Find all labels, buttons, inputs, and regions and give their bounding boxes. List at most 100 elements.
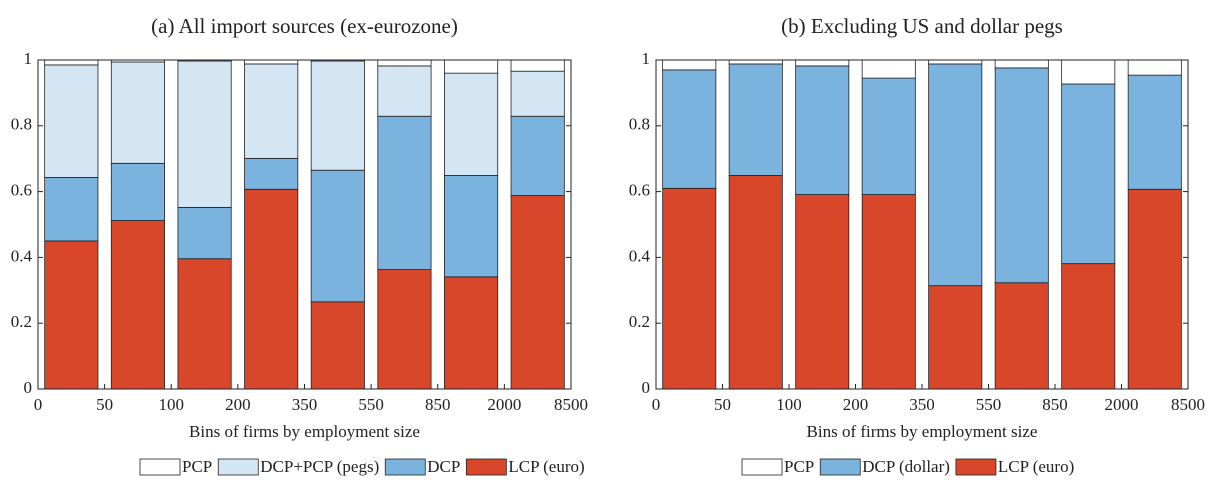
legend-swatch [465, 458, 507, 476]
x-tick-label: 2000 [487, 395, 521, 414]
bar-segment [444, 59, 499, 74]
bar-segment [377, 269, 432, 390]
x-tick-label: 8500 [554, 395, 588, 414]
bar-segment [44, 64, 99, 178]
legend-swatch [139, 458, 181, 476]
bar-segment [444, 175, 499, 278]
bar-segment [177, 206, 232, 260]
legend-label: PCP [182, 457, 212, 476]
legend-swatch [955, 458, 997, 476]
bar-segment [44, 59, 99, 66]
bar-segment [310, 301, 365, 390]
y-tick-label: 1 [24, 49, 33, 68]
bar-segment [728, 63, 783, 176]
bar-segment [44, 177, 99, 242]
bar-segment [1061, 59, 1116, 85]
bar-segment [444, 276, 499, 390]
bar-segment [1127, 188, 1182, 390]
bar-segment [1127, 74, 1182, 190]
x-tick-label: 550 [358, 395, 384, 414]
bar-segment [377, 59, 432, 67]
x-tick-label: 2000 [1105, 395, 1139, 414]
bar-segment [244, 188, 299, 390]
bar-segment [795, 194, 850, 390]
legend-swatch [741, 458, 783, 476]
x-tick-label: 850 [425, 395, 451, 414]
bar-segment [728, 175, 783, 390]
bar-segment [861, 59, 916, 79]
x-tick-label: 550 [976, 395, 1002, 414]
bar-segment [110, 162, 165, 221]
legend-swatch [217, 458, 259, 476]
x-tick-label: 200 [843, 395, 869, 414]
bar-segment [510, 115, 565, 196]
legend-label: LCP (euro) [998, 457, 1074, 476]
y-tick-label: 0.8 [11, 115, 32, 134]
bar-segment [377, 115, 432, 270]
chart-title: (b) Excluding US and dollar pegs [781, 14, 1063, 38]
legend-label: DCP+PCP (pegs) [260, 457, 379, 476]
y-tick-label: 0.6 [629, 181, 650, 200]
bar-segment [510, 195, 565, 390]
bar-segment [795, 59, 850, 67]
legend-swatch [819, 458, 861, 476]
legend-label: DCP [427, 457, 460, 476]
bar-segment [444, 72, 499, 176]
x-tick-label: 850 [1042, 395, 1068, 414]
bar-segment [861, 77, 916, 195]
x-tick-label: 0 [652, 395, 661, 414]
x-axis-label: Bins of firms by employment size [189, 422, 420, 441]
bar-segment [1061, 263, 1116, 390]
y-tick-label: 0.2 [11, 312, 32, 331]
bar-segment [377, 65, 432, 117]
bar-segment [1127, 59, 1182, 76]
bar-segment [177, 258, 232, 390]
legend-swatch [384, 458, 426, 476]
x-tick-label: 50 [96, 395, 113, 414]
bar-segment [861, 194, 916, 390]
y-tick-label: 0.8 [629, 115, 650, 134]
x-tick-label: 8500 [1171, 395, 1205, 414]
x-tick-label: 350 [909, 395, 935, 414]
x-tick-label: 0 [34, 395, 43, 414]
y-tick-label: 0.2 [629, 312, 650, 331]
bar-segment [177, 60, 232, 208]
bar-segment [928, 285, 983, 390]
x-tick-label: 350 [292, 395, 318, 414]
bar-segment [244, 59, 299, 65]
x-tick-label: 200 [225, 395, 251, 414]
bar-segment [510, 70, 565, 117]
bar-segment [662, 187, 717, 390]
bar-segment [994, 282, 1049, 390]
y-tick-label: 0.6 [11, 181, 32, 200]
bar-segment [44, 240, 99, 390]
legend-label: LCP (euro) [508, 457, 584, 476]
bar-segment [510, 59, 565, 72]
x-axis-label: Bins of firms by employment size [807, 422, 1038, 441]
y-tick-label: 0 [642, 378, 651, 397]
legend-label: DCP (dollar) [862, 457, 950, 476]
y-tick-label: 0.4 [11, 246, 33, 265]
y-tick-label: 0.4 [629, 246, 651, 265]
chart-title: (a) All import sources (ex-eurozone) [151, 14, 458, 38]
x-tick-label: 50 [714, 395, 731, 414]
x-tick-label: 100 [159, 395, 185, 414]
bar-segment [662, 59, 717, 71]
bar-segment [928, 59, 983, 65]
bar-segment [244, 157, 299, 190]
bar-segment [1061, 83, 1116, 265]
bar-segment [994, 59, 1049, 69]
bar-segment [244, 63, 299, 159]
x-tick-label: 100 [776, 395, 802, 414]
bar-segment [310, 60, 365, 171]
bar-segment [994, 67, 1049, 284]
y-tick-label: 1 [642, 49, 651, 68]
bar-segment [728, 59, 783, 65]
bar-segment [795, 65, 850, 195]
bar-segment [310, 169, 365, 303]
bar-segment [110, 61, 165, 164]
bar-segment [662, 69, 717, 189]
legend-label: PCP [784, 457, 814, 476]
bar-segment [110, 220, 165, 390]
